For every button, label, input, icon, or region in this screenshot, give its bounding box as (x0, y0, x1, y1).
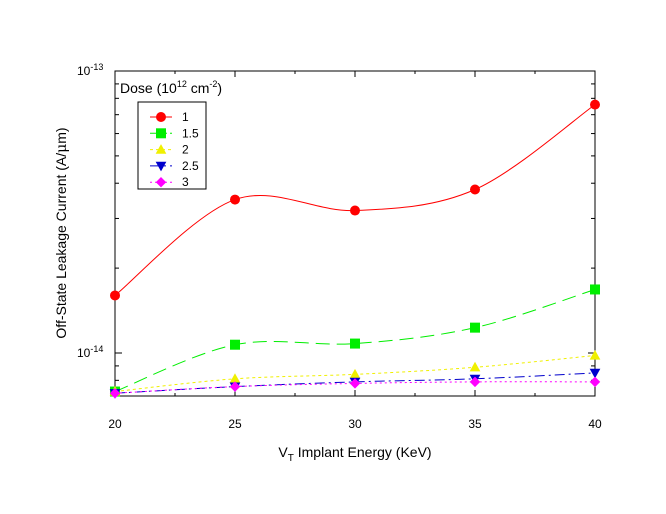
data-point (349, 378, 361, 389)
legend-label: 2 (182, 143, 189, 157)
legend-marker (156, 128, 166, 139)
data-point (230, 339, 240, 350)
data-point (229, 381, 241, 392)
legend: Dose (1012 cm-2) 1 1.5 2 2.5 3 (120, 79, 222, 190)
x-tick-label: 25 (228, 417, 242, 431)
data-point (469, 361, 481, 372)
x-tick-label: 30 (348, 417, 362, 431)
legend-items: 1 1.5 2 2.5 3 (150, 110, 199, 189)
x-tick-label: 40 (588, 417, 602, 431)
y-axis-title: Off-State Leakage Current (A/μm) (53, 127, 70, 338)
legend-marker (156, 112, 166, 122)
data-point (590, 99, 600, 110)
data-point (350, 205, 360, 216)
x-axis-title: VT Implant Energy (KeV) (278, 444, 431, 464)
legend-box (137, 101, 207, 190)
legend-label: 2.5 (182, 159, 199, 173)
legend-marker (155, 161, 167, 172)
legend-label: 1 (182, 110, 189, 124)
y-tick-label: 10-14 (77, 344, 103, 360)
data-point (110, 290, 120, 301)
data-point (470, 322, 480, 333)
legend-label: 1.5 (182, 126, 199, 140)
data-point (469, 376, 481, 388)
legend-marker (155, 144, 167, 154)
x-tick-label: 20 (108, 417, 122, 431)
data-point (590, 284, 600, 295)
y-tick-label: 10-13 (77, 62, 103, 78)
series-line-1 (114, 288, 596, 393)
data-point (109, 388, 121, 399)
data-point (230, 194, 240, 205)
legend-label: 3 (182, 175, 189, 189)
data-point (470, 184, 480, 195)
data-point (589, 376, 601, 388)
x-tick-label: 35 (468, 417, 482, 431)
legend-title: Dose (1012 cm-2) (120, 79, 222, 96)
data-point (350, 338, 360, 349)
data-point (589, 349, 601, 360)
data-point (589, 368, 601, 379)
legend-marker (155, 176, 167, 188)
x-tick-labels: 20 25 30 35 40 (108, 417, 602, 431)
series-markers (109, 99, 601, 399)
